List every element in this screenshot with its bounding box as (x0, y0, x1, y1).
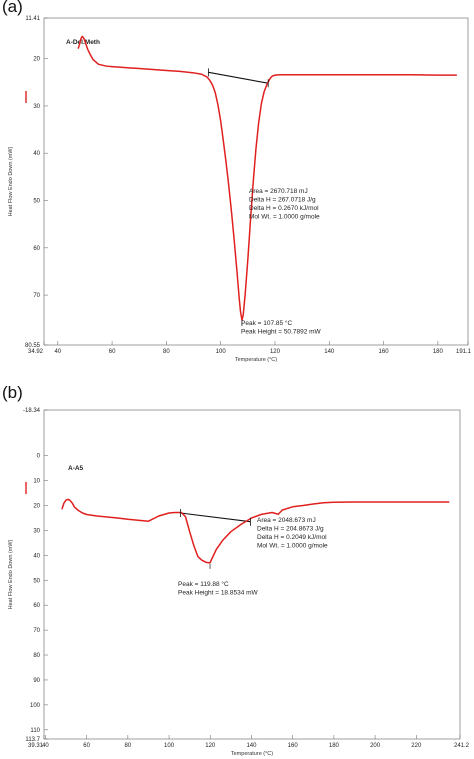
y-tick-label: 0 (37, 454, 41, 460)
plot-frame (43, 17, 469, 346)
x-tick-label: 140 (324, 349, 335, 355)
series-line (77, 35, 457, 321)
y-tick-label: 20 (33, 504, 40, 510)
x-tick-label: 180 (329, 743, 340, 749)
x-tick-label: 180 (433, 349, 444, 355)
peak-annotation: Peak = 107.85 °C (241, 319, 293, 327)
y-tick-label: 60 (33, 603, 40, 609)
y-tick-label: 40 (33, 553, 40, 559)
x-tick-label: 200 (370, 743, 381, 749)
x-tick-label: 60 (83, 743, 90, 749)
x-tick-label: 241.2 (454, 743, 470, 749)
x-tick-label: 80 (163, 349, 170, 355)
area-annotation: Mol Wt. = 1.0000 g/mole (249, 214, 320, 221)
panel-label-b: (b) (2, 383, 23, 402)
y-tick-label: 80.55 (25, 343, 41, 349)
panel-label-a: (a) (2, 0, 23, 16)
x-axis-label: Temperature (°C) (231, 751, 273, 757)
x-tick-label: 220 (411, 743, 422, 749)
x-tick-label: 191.1 (456, 349, 472, 355)
y-axis-label: Heat Flow Endo Down (mW) (8, 539, 14, 609)
peak-annotation: Peak Height = 18.8534 mW (178, 590, 259, 597)
sample-label: A-Del.Meth (66, 39, 100, 46)
series-line (61, 498, 450, 564)
x-tick-label: 120 (270, 349, 281, 355)
x-tick-label: 40 (54, 349, 61, 355)
y-tick-label: 50 (33, 578, 40, 584)
peak-annotation: Peak Height = 50.7892 mW (241, 329, 322, 336)
x-tick-label: 80 (124, 743, 131, 749)
x-tick-label: 120 (205, 743, 216, 749)
y-tick-label: 60 (33, 246, 40, 252)
y-tick-label: 40 (33, 151, 40, 157)
y-tick-label: 30 (33, 528, 40, 534)
area-annotation: Delta H = 204.8673 J/g (257, 526, 324, 533)
y-tick-label: 10 (33, 479, 40, 485)
x-tick-label: 34.92 (28, 349, 44, 355)
x-tick-label: 160 (288, 743, 299, 749)
y-tick-label: -18.34 (23, 408, 41, 414)
x-tick-label: 100 (164, 743, 175, 749)
x-axis-label: Temperature (°C) (235, 357, 277, 363)
plot-frame (43, 409, 461, 740)
y-tick-label: 30 (33, 104, 40, 110)
y-tick-label: 100 (30, 703, 41, 709)
y-tick-label: 11.41 (25, 16, 40, 22)
x-tick-label: 100 (216, 349, 227, 355)
area-annotation: Area = 2048.673 mJ (257, 517, 316, 524)
sample-label: A-A5 (68, 465, 84, 472)
y-tick-label: 20 (33, 57, 40, 63)
y-tick-label: 110 (30, 728, 40, 734)
baseline-line (180, 512, 251, 523)
y-tick-label: 50 (33, 199, 40, 205)
y-tick-label: 80 (33, 653, 40, 659)
x-tick-label: 160 (379, 349, 390, 355)
x-tick-label: 60 (109, 349, 116, 355)
y-tick-label: 113.7 (25, 737, 40, 743)
area-annotation: Area = 2670.718 mJ (249, 188, 308, 195)
y-tick-label: 70 (33, 628, 40, 634)
y-axis-label: Heat Flow Endo Down (mW) (8, 146, 14, 216)
x-tick-label: 40 (42, 743, 49, 749)
y-tick-label: 90 (33, 678, 40, 684)
area-annotation: Delta H = 0.2049 kJ/mol (257, 534, 327, 541)
baseline-line (208, 71, 269, 84)
area-annotation: Delta H = 267.0718 J/g (249, 197, 316, 204)
x-tick-label: 140 (246, 743, 257, 749)
y-tick-label: 70 (33, 293, 40, 299)
area-annotation: Mol Wt. = 1.0000 g/mole (257, 543, 328, 550)
peak-annotation: Peak = 119.88 °C (178, 580, 229, 588)
area-annotation: Delta H = 0.2670 kJ/mol (249, 205, 319, 212)
x-tick-label: 39.31 (28, 743, 44, 749)
dsc-chart-b: -18.34 0 10 20 30 40 50 60 70 80 90 100 110 113.739.3… (8, 408, 470, 757)
